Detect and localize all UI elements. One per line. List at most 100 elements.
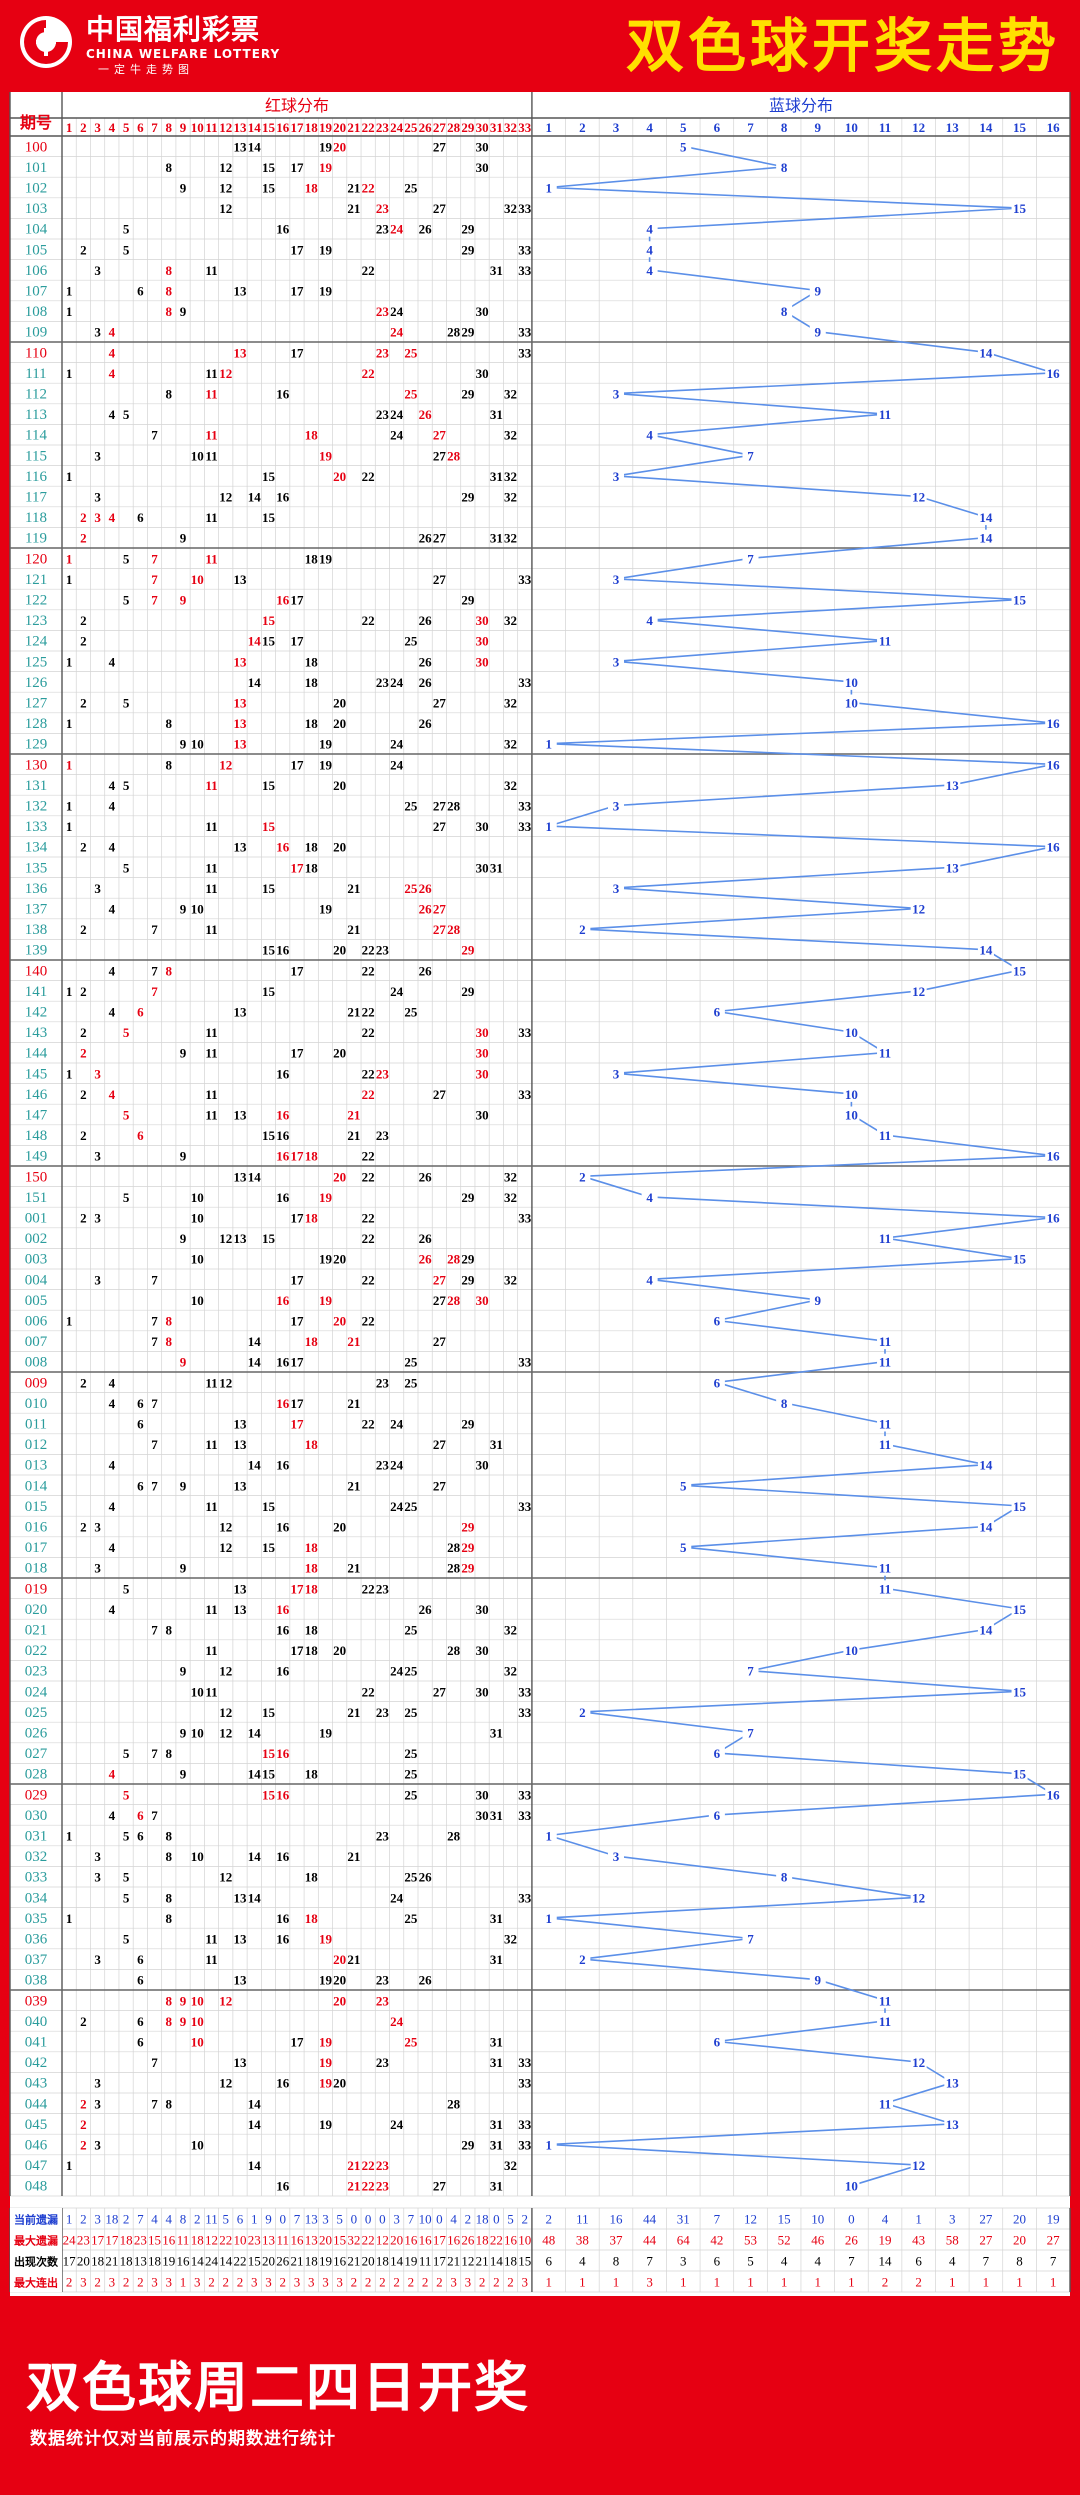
- red-column-number: 5: [123, 120, 130, 135]
- blue-ball-number: 4: [646, 242, 653, 257]
- blue-ball-marker: [910, 982, 927, 999]
- blue-column-number: 6: [714, 120, 721, 135]
- red-ball-number: 23: [376, 1993, 390, 2008]
- red-ball-number: 15: [262, 1540, 276, 1555]
- blue-ball-marker: [607, 653, 624, 670]
- red-ball-number: 6: [137, 1973, 144, 1988]
- red-ball-number: 32: [504, 1272, 517, 1287]
- red-ball-number: 13: [234, 1005, 248, 1020]
- red-stat-value: 20: [319, 2233, 332, 2248]
- blue-stat-value: 1: [949, 2275, 956, 2290]
- red-ball-number: 13: [234, 1231, 248, 1246]
- red-column-number: 33: [518, 120, 532, 135]
- red-ball-number: 25: [404, 1705, 418, 1720]
- red-ball-number: 6: [137, 2014, 144, 2029]
- red-ball-number: 15: [262, 881, 276, 896]
- blue-stat-value: 7: [646, 2254, 653, 2269]
- red-column-number: 24: [390, 120, 404, 135]
- red-column-number: 15: [262, 120, 276, 135]
- period-number: 118: [25, 510, 47, 526]
- blue-column-number: 10: [845, 120, 858, 135]
- red-ball-number: 8: [166, 1849, 173, 1864]
- red-ball-number: 11: [205, 778, 217, 793]
- red-ball-number: 30: [476, 1046, 489, 1061]
- red-ball-number: 4: [109, 1458, 116, 1473]
- blue-ball-number: 11: [879, 1046, 891, 1061]
- red-ball-number: 16: [276, 593, 290, 608]
- red-ball-number: 14: [248, 2117, 262, 2132]
- blue-ball-number: 1: [545, 2138, 552, 2153]
- red-ball-number: 16: [276, 2076, 290, 2091]
- blue-stat-value: 6: [915, 2254, 922, 2269]
- period-number: 113: [25, 407, 47, 423]
- red-column-number: 23: [376, 120, 390, 135]
- blue-ball-number: 15: [1013, 1684, 1027, 1699]
- red-stat-value: 3: [166, 2275, 173, 2290]
- red-ball-number: 3: [94, 881, 101, 896]
- red-ball-number: 28: [447, 1293, 461, 1308]
- red-ball-number: 26: [419, 1231, 433, 1246]
- red-ball-number: 22: [362, 263, 375, 278]
- red-ball-number: 24: [390, 675, 404, 690]
- red-stat-value: 16: [404, 2233, 418, 2248]
- blue-ball-number: 16: [1047, 366, 1061, 381]
- period-number: 148: [25, 1128, 48, 1144]
- red-ball-number: 14: [248, 1355, 262, 1370]
- period-column-header: 期号: [20, 113, 52, 132]
- blue-ball-number: 16: [1047, 1211, 1061, 1226]
- red-ball-number: 32: [504, 1932, 517, 1947]
- red-ball-number: 14: [248, 1169, 262, 1184]
- red-ball-number: 16: [276, 222, 290, 237]
- red-ball-number: 23: [376, 1066, 390, 1081]
- red-ball-number: 3: [94, 2138, 101, 2153]
- red-ball-number: 9: [180, 1726, 187, 1741]
- red-ball-number: 11: [205, 1602, 217, 1617]
- red-stat-value: 18: [105, 2212, 118, 2227]
- red-ball-number: 4: [109, 799, 116, 814]
- blue-ball-number: 11: [879, 407, 891, 422]
- blue-ball-number: 10: [845, 696, 858, 711]
- blue-ball-number: 7: [747, 1726, 754, 1741]
- red-stat-value: 18: [476, 2212, 489, 2227]
- period-number: 117: [25, 490, 47, 506]
- red-ball-number: 2: [80, 2014, 87, 2029]
- period-number: 020: [25, 1602, 48, 1618]
- red-stat-value: 13: [262, 2233, 275, 2248]
- red-ball-number: 1: [66, 757, 73, 772]
- red-ball-number: 8: [166, 1334, 173, 1349]
- red-ball-number: 19: [319, 1190, 333, 1205]
- red-ball-number: 5: [123, 1787, 130, 1802]
- red-ball-number: 27: [433, 448, 447, 463]
- red-ball-number: 15: [262, 1231, 276, 1246]
- red-stat-value: 21: [447, 2254, 460, 2269]
- red-ball-number: 18: [305, 860, 319, 875]
- blue-ball-number: 3: [613, 881, 620, 896]
- red-ball-number: 29: [461, 1272, 475, 1287]
- blue-stat-value: 5: [747, 2254, 754, 2269]
- red-ball-number: 30: [476, 1643, 489, 1658]
- blue-ball-number: 13: [946, 778, 960, 793]
- blue-ball-number: 1: [545, 1911, 552, 1926]
- red-stat-value: 24: [63, 2233, 77, 2248]
- blue-ball-marker: [877, 1333, 894, 1350]
- red-stat-value: 32: [347, 2233, 360, 2248]
- red-ball-number: 15: [262, 160, 276, 175]
- blue-ball-number: 2: [579, 1169, 586, 1184]
- red-ball-number: 33: [518, 201, 532, 216]
- red-ball-number: 29: [461, 1190, 475, 1205]
- red-stat-value: 16: [177, 2254, 191, 2269]
- red-ball-number: 12: [219, 201, 232, 216]
- red-ball-number: 8: [166, 716, 173, 731]
- footer-bar: 双色球周二四日开奖 数据统计仅对当前展示的期数进行统计: [0, 2348, 1080, 2495]
- red-stat-value: 3: [94, 2212, 101, 2227]
- red-ball-number: 12: [219, 2076, 232, 2091]
- red-stat-value: 18: [120, 2233, 133, 2248]
- red-ball-number: 16: [276, 387, 290, 402]
- blue-stat-value: 2: [545, 2212, 552, 2227]
- red-ball-number: 11: [205, 922, 217, 937]
- red-ball-number: 18: [305, 716, 319, 731]
- period-number: 019: [25, 1581, 48, 1597]
- red-ball-number: 24: [390, 1664, 404, 1679]
- red-stat-value: 23: [134, 2233, 147, 2248]
- blue-ball-marker: [910, 488, 927, 505]
